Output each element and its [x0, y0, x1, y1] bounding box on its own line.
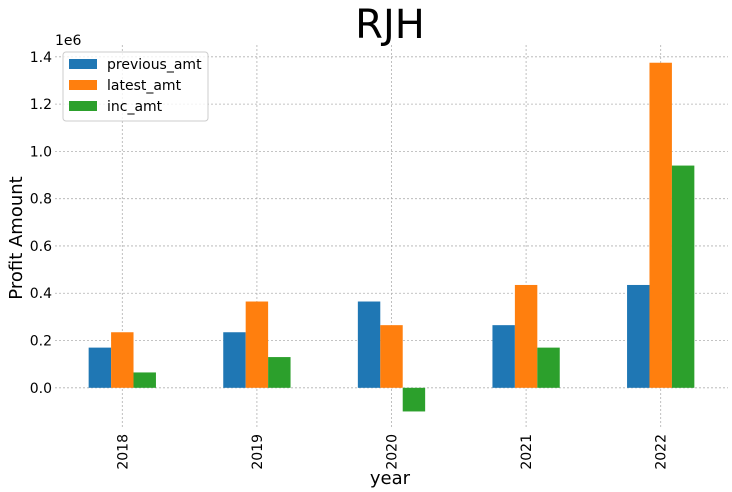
bar-latest_amt-2022	[649, 62, 672, 388]
y-tick-label: 1.4	[30, 50, 52, 66]
x-tick-labels: 2018 2019 2020 2021 2022	[115, 434, 669, 470]
x-axis-label: year	[370, 468, 411, 489]
bar-previous_amt-2022	[627, 284, 650, 388]
y-tick-label: 0.4	[30, 286, 52, 302]
legend-swatch-inc_amt	[69, 101, 97, 111]
x-tick-label: 2018	[115, 434, 131, 470]
y-tick-labels: 0.0 0.2 0.4 0.6 0.8 1.0 1.2 1.4	[30, 50, 52, 397]
y-tick-label: 0.8	[30, 192, 52, 208]
legend-box	[62, 51, 209, 122]
legend-swatch-latest_amt	[69, 80, 97, 90]
bar-inc_amt-2019	[268, 357, 291, 388]
chart-title: RJH	[355, 2, 425, 48]
bar-inc_amt-2022	[671, 165, 695, 388]
y-offset-label: 1e6	[55, 33, 82, 49]
bar-latest_amt-2020	[380, 325, 403, 388]
y-tick-label: 0.0	[30, 381, 52, 397]
bars	[88, 62, 695, 412]
bar-inc_amt-2018	[133, 372, 156, 388]
bar-latest_amt-2019	[245, 301, 269, 388]
legend-label-previous_amt: previous_amt	[107, 57, 202, 73]
bar-previous_amt-2020	[357, 301, 381, 388]
y-tick-label: 0.2	[30, 334, 52, 350]
y-tick-label: 1.2	[30, 97, 52, 113]
legend-label-latest_amt: latest_amt	[107, 78, 182, 94]
legend-label-inc_amt: inc_amt	[107, 99, 163, 115]
bar-previous_amt-2018	[88, 347, 112, 388]
bar-previous_amt-2019	[223, 332, 246, 388]
bar-latest_amt-2018	[111, 332, 134, 388]
y-axis-label: Profit Amount	[6, 176, 27, 299]
bar-inc_amt-2021	[537, 347, 560, 388]
y-tick-label: 1.0	[30, 144, 52, 160]
bar-latest_amt-2021	[514, 284, 538, 388]
x-tick-label: 2020	[385, 434, 401, 470]
y-tick-label: 0.6	[30, 239, 52, 255]
x-tick-label: 2021	[519, 434, 535, 470]
x-tick-label: 2022	[654, 434, 670, 470]
bar-previous_amt-2021	[492, 325, 515, 388]
legend-swatch-previous_amt	[69, 59, 97, 69]
legend: previous_amt latest_amt inc_amt	[62, 51, 209, 122]
bar-inc_amt-2020	[402, 387, 426, 412]
x-tick-label: 2019	[250, 434, 266, 470]
